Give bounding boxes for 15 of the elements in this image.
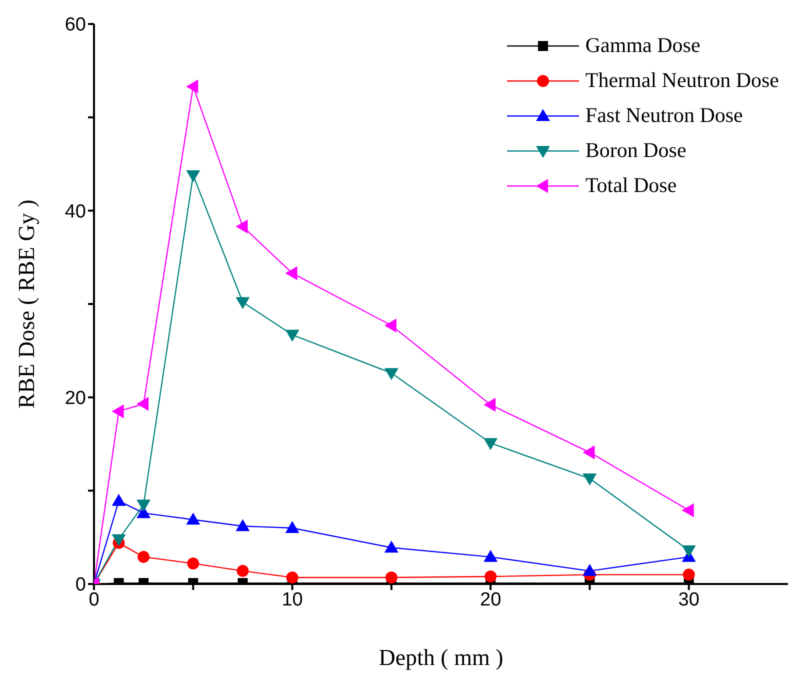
y-axis-title: RBE Dose ( RBE Gy ) xyxy=(14,200,40,408)
legend-label: Gamma Dose xyxy=(585,33,700,58)
legend-label: Thermal Neutron Dose xyxy=(585,68,779,93)
legend-label: Fast Neutron Dose xyxy=(585,103,743,128)
y-tick-label: 20 xyxy=(64,388,86,410)
x-tick-label: 30 xyxy=(678,589,700,610)
y-tick-label: 40 xyxy=(64,201,86,222)
x-tick-label: 20 xyxy=(480,589,502,610)
legend-label: Total Dose xyxy=(585,173,677,198)
y-tick-label: 0 xyxy=(75,574,86,596)
legend-label: Boron Dose xyxy=(585,138,686,163)
x-axis-title: Depth ( mm ) xyxy=(378,645,504,670)
x-tick-label: 10 xyxy=(282,589,303,610)
y-tick-label: 60 xyxy=(64,14,86,36)
x-tick-label: 0 xyxy=(88,589,100,610)
